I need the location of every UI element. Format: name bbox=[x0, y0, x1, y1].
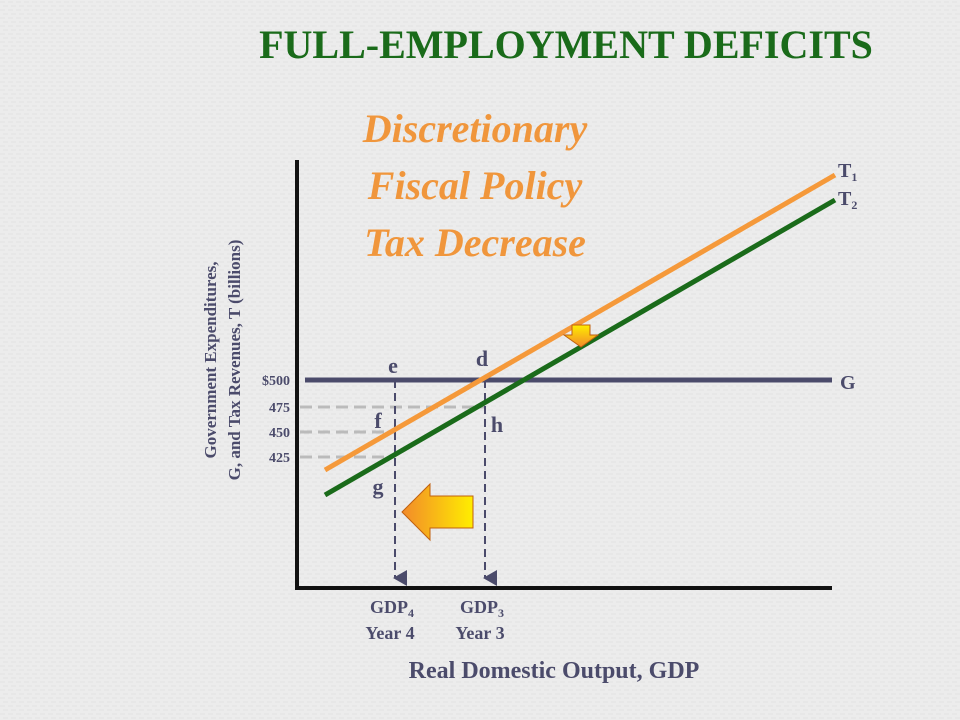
x-tick-label: GDP4 bbox=[370, 597, 414, 620]
y-axis-label: G, and Tax Revenues, T (billions) bbox=[225, 240, 244, 481]
y-tick-label: 475 bbox=[269, 401, 290, 416]
shift-arrow bbox=[401, 482, 474, 542]
curve-label: G bbox=[840, 372, 856, 394]
subtitle: Discretionary bbox=[362, 106, 588, 151]
curve-label: T2 bbox=[838, 188, 857, 212]
subtitle: Fiscal Policy bbox=[367, 163, 583, 208]
point-label: d bbox=[476, 346, 488, 371]
x-tick-label: GDP3 bbox=[460, 597, 504, 620]
point-label: g bbox=[373, 474, 384, 499]
x-axis-label: Real Domestic Output, GDP bbox=[409, 658, 700, 684]
curve-label: T1 bbox=[838, 160, 857, 184]
x-tick-label: Year 3 bbox=[455, 623, 504, 643]
point-label: h bbox=[491, 412, 503, 437]
title: FULL-EMPLOYMENT DEFICITS bbox=[259, 22, 873, 67]
shift-arrow bbox=[562, 324, 600, 348]
t2-line bbox=[323, 197, 837, 498]
point-label: e bbox=[388, 353, 398, 378]
y-tick-label: 425 bbox=[269, 451, 290, 466]
y-tick-label: $500 bbox=[262, 374, 290, 389]
subtitle: Tax Decrease bbox=[364, 220, 586, 265]
y-axis-label: Government Expenditures, bbox=[201, 261, 220, 458]
x-tick-label: Year 4 bbox=[365, 623, 414, 643]
t1-line bbox=[323, 172, 837, 473]
point-label: f bbox=[374, 408, 382, 433]
y-tick-label: 450 bbox=[269, 426, 290, 441]
